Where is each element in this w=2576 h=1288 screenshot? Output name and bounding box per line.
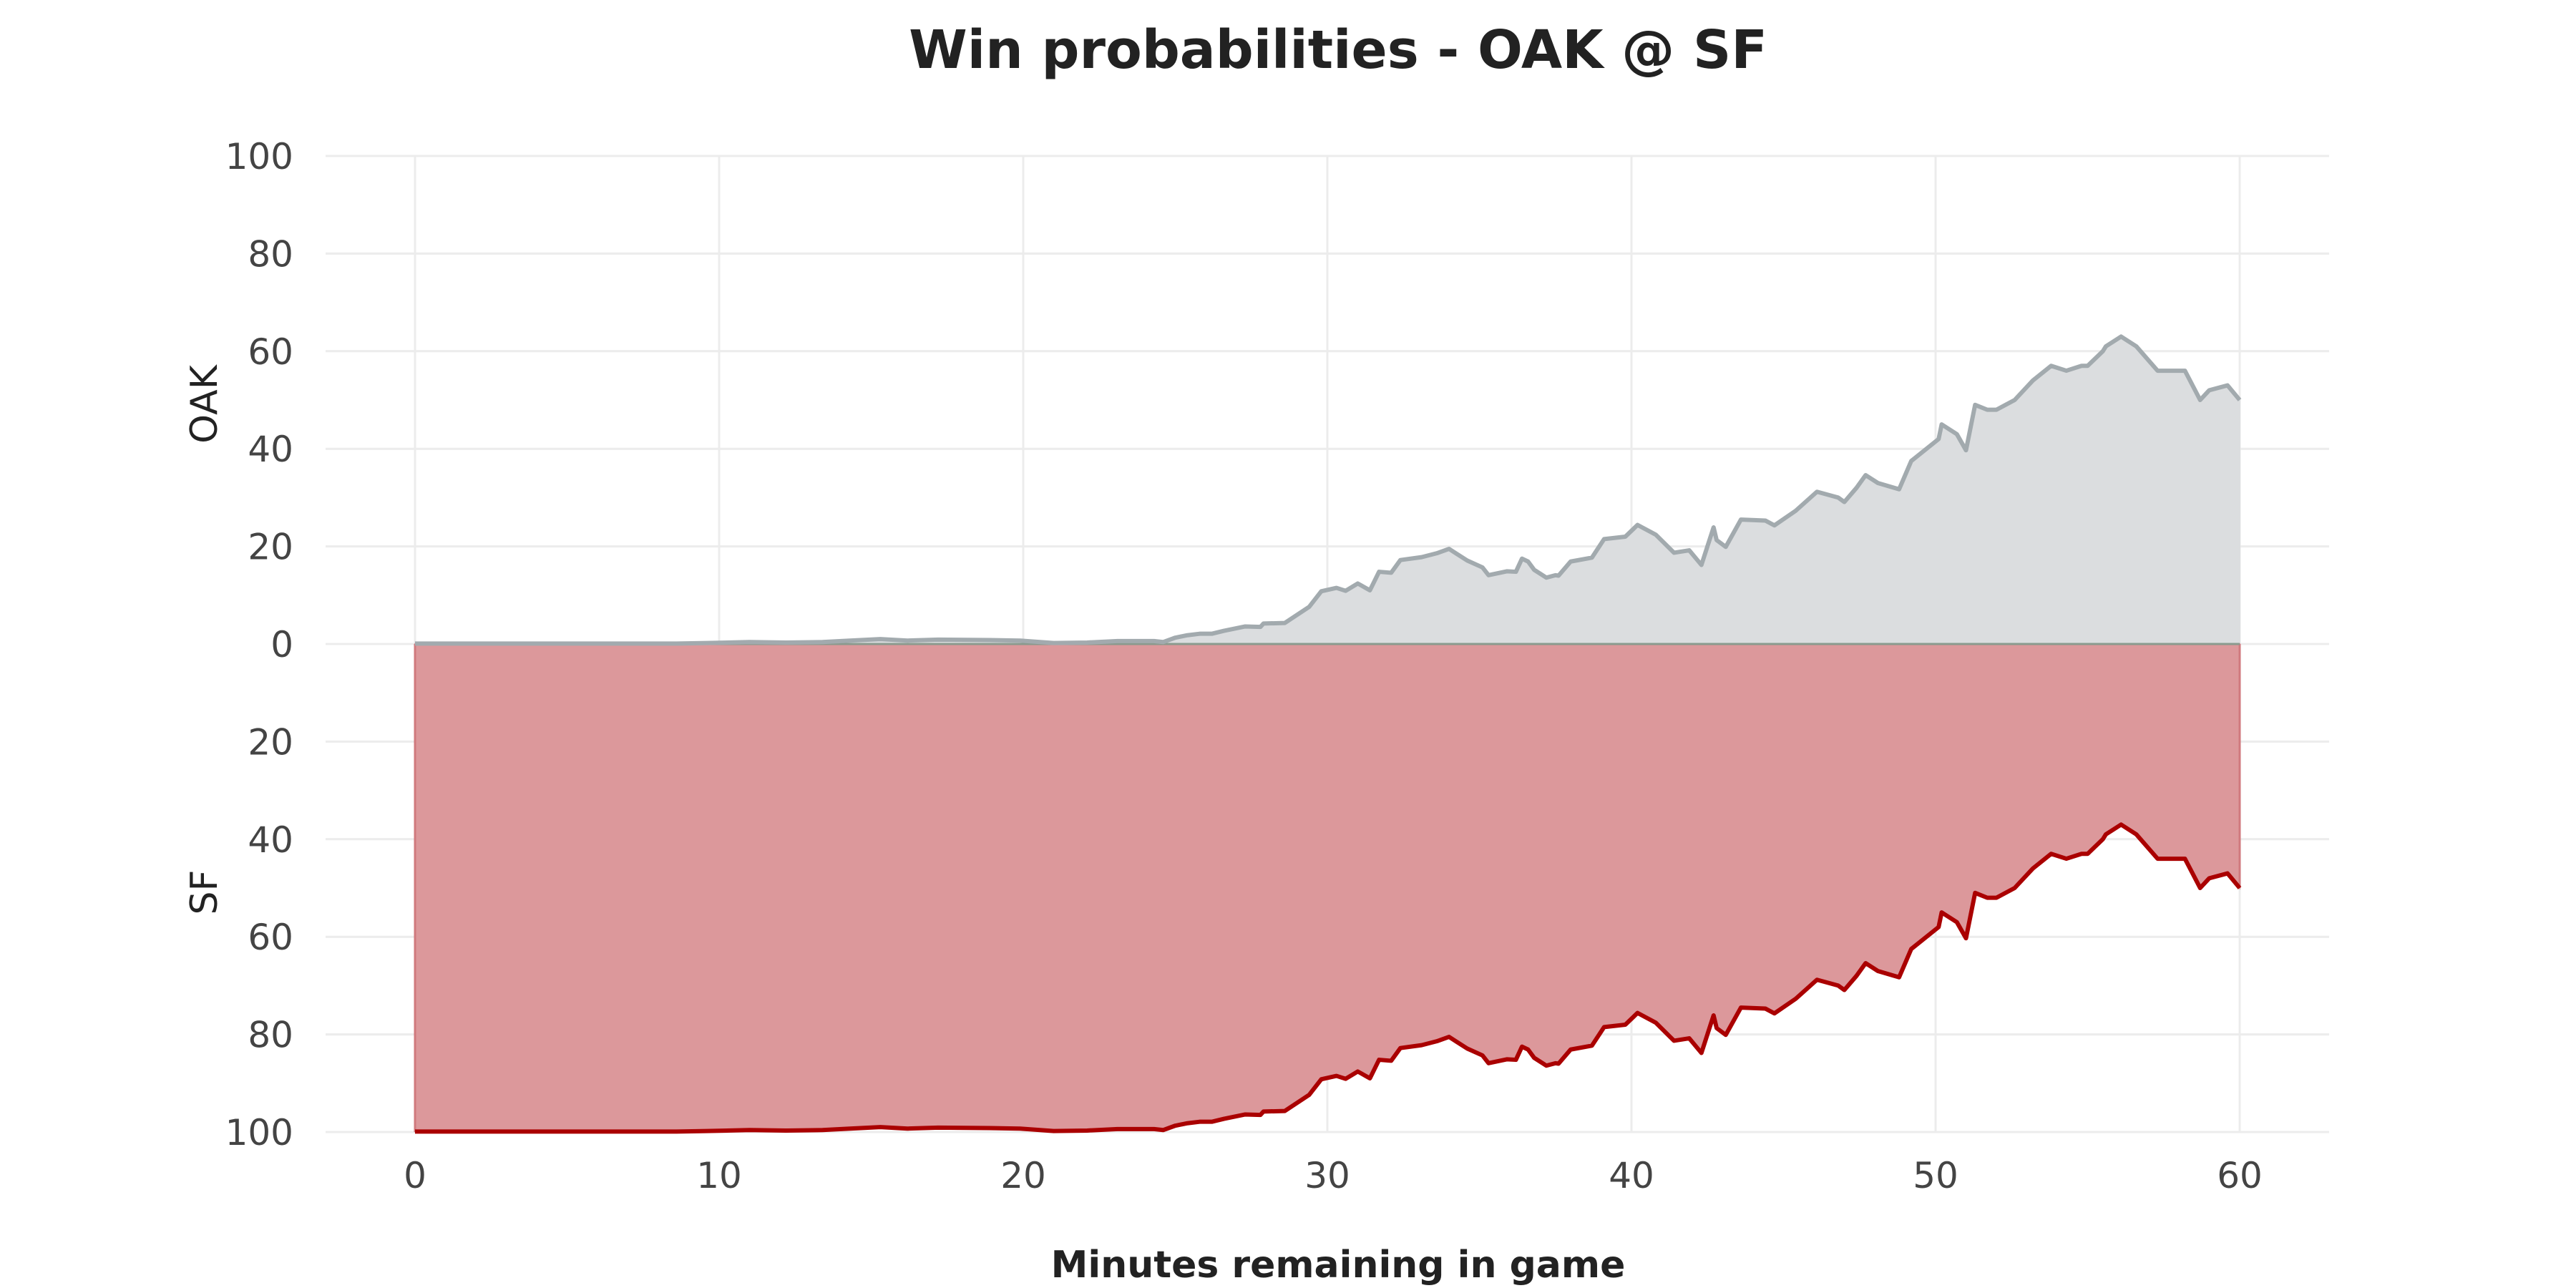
oak-axis-label: OAK xyxy=(183,364,226,444)
y-tick-label: 40 xyxy=(248,429,293,470)
x-tick-label: 20 xyxy=(1000,1155,1046,1196)
x-tick-label: 60 xyxy=(2217,1155,2263,1196)
y-tick-label: 100 xyxy=(225,136,293,177)
chart-title: Win probabilities - OAK @ SF xyxy=(909,19,1767,81)
x-axis-label: Minutes remaining in game xyxy=(1051,1244,1626,1287)
y-tick-label: 20 xyxy=(248,721,293,763)
sf-line xyxy=(415,822,2242,1134)
x-tick-label: 40 xyxy=(1609,1155,1654,1196)
x-tick-label: 0 xyxy=(404,1155,426,1196)
y-tick-label: 20 xyxy=(248,527,293,568)
sf-area xyxy=(414,643,2240,1133)
sf-axis-label: SF xyxy=(183,870,226,915)
y-tick-label: 80 xyxy=(248,1015,293,1056)
line-layer xyxy=(415,334,2242,1134)
y-tick-label: 40 xyxy=(248,819,293,861)
y-tick-label: 80 xyxy=(248,233,293,275)
x-tick-label: 50 xyxy=(1913,1155,1958,1196)
x-tick-label: 10 xyxy=(696,1155,742,1196)
y-tick-label: 100 xyxy=(225,1112,293,1153)
y-tick-label: 0 xyxy=(270,624,293,665)
y-tick-label: 60 xyxy=(248,917,293,958)
oak-line xyxy=(415,334,2242,646)
x-tick-label: 30 xyxy=(1304,1155,1350,1196)
y-tick-label: 60 xyxy=(248,331,293,373)
